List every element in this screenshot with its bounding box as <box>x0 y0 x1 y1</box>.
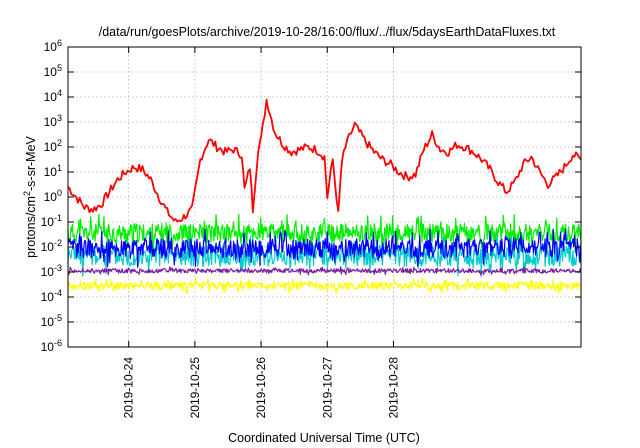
series-line-4 <box>67 277 582 294</box>
grid-lines <box>68 46 581 348</box>
y-axis-title: protons/cm2-s-sr-MeV <box>22 135 38 257</box>
y-tick-label: 10-3 <box>41 263 62 279</box>
y-tick-label: 10-1 <box>41 213 62 229</box>
y-tick-label: 106 <box>44 38 62 54</box>
y-tick-label: 10-2 <box>41 238 62 254</box>
y-tick-label: 10-4 <box>41 288 62 304</box>
y-tick-label: 105 <box>44 63 62 79</box>
y-tick-label: 102 <box>44 138 62 154</box>
y-tick-label: 103 <box>44 113 62 129</box>
series-line-3 <box>67 228 582 268</box>
chart-title: /data/run/goesPlots/archive/2019-10-28/1… <box>99 25 556 39</box>
y-tick-label: 104 <box>44 88 62 104</box>
x-tick-label: 2019-10-25 <box>188 357 202 419</box>
y-tick-label: 10-5 <box>41 313 62 329</box>
y-tick-label: 101 <box>44 163 62 179</box>
x-tick-label: 2019-10-28 <box>386 357 400 419</box>
y-tick-label: 100 <box>44 188 62 204</box>
x-axis-ticks: 2019-10-24 2019-10-25 2019-10-26 2019-10-27… <box>122 47 400 419</box>
x-tick-label: 2019-10-27 <box>320 357 334 419</box>
series-line-5 <box>67 266 582 276</box>
y-tick-label: 10-6 <box>41 338 62 354</box>
x-axis-title: Coordinated Universal Time (UTC) <box>228 431 420 445</box>
series-line-1 <box>67 213 582 253</box>
x-tick-label: 2019-10-24 <box>122 357 136 419</box>
x-tick-label: 2019-10-26 <box>254 357 268 419</box>
series-line-0 <box>67 98 582 223</box>
y-axis-ticks: 10-6 10-5 10-4 10-3 10-2 10-1 100 101 102 103 104 1… <box>41 38 581 354</box>
series-layer <box>67 98 582 294</box>
